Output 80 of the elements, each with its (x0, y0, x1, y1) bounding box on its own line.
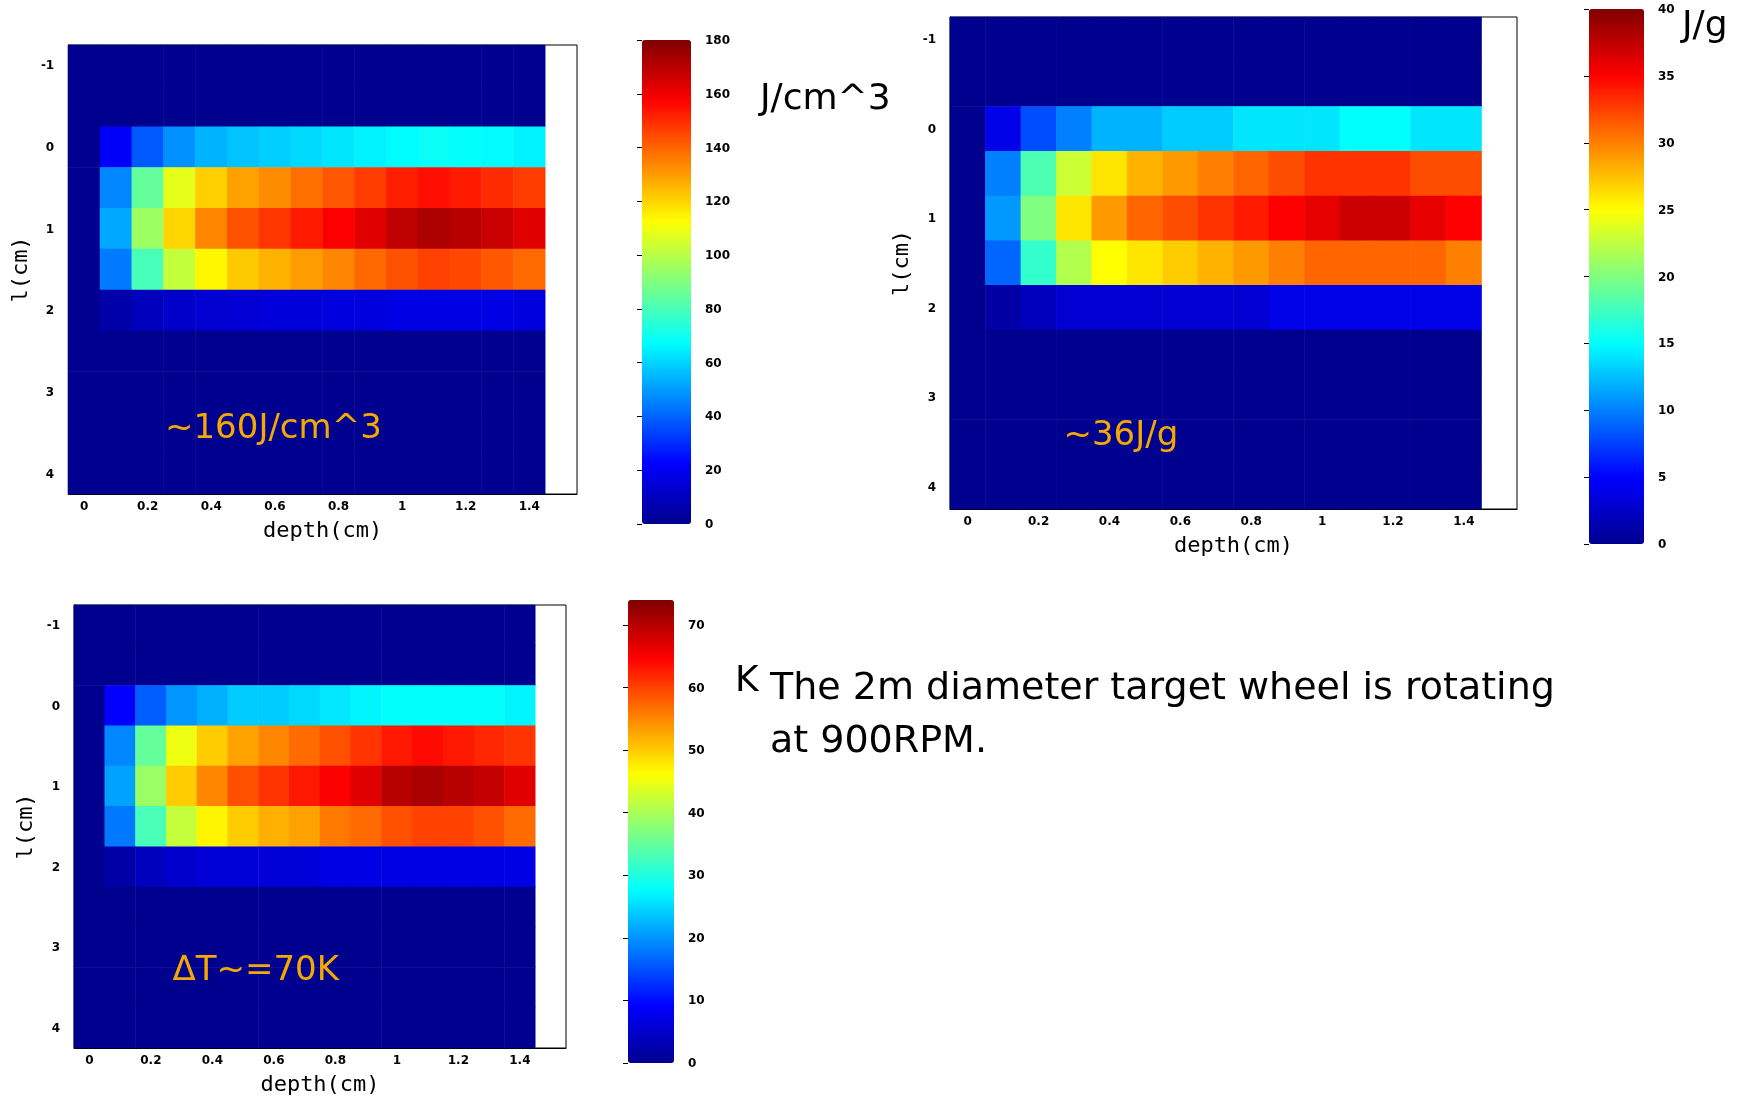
y-tick-label: -1 (922, 32, 936, 47)
color-bar-label: 160 (705, 86, 731, 101)
x-tick-label: 1.4 (518, 499, 540, 513)
x-tick-label: 1 (397, 499, 407, 513)
color-bar-label: 20 (705, 463, 722, 478)
color-bar-label: 20 (688, 930, 705, 945)
y-tick-label: 3 (927, 390, 936, 405)
color-bar-label: 0 (1658, 537, 1667, 551)
x-tick-label: 0 (79, 499, 89, 513)
x-tick-label: 0.4 (1098, 514, 1121, 528)
y-tick-label: 4 (927, 479, 936, 494)
x-tick-label: 0.6 (263, 1053, 285, 1067)
color-bar-label: 50 (688, 743, 705, 758)
y-tick-label: 4 (45, 466, 55, 481)
x-tick-label: 1 (1317, 514, 1327, 528)
x-tick-label: 0.2 (137, 499, 159, 513)
y-tick-label: 4 (51, 1020, 60, 1035)
y-tick-label: 0 (45, 140, 55, 155)
color-bar-label: 60 (705, 355, 722, 370)
y-tick-label: 1 (45, 221, 55, 236)
y-tick-label: 2 (51, 859, 60, 874)
color-bar-label: 100 (705, 248, 731, 263)
color-bar-label: 60 (688, 680, 705, 695)
y-tick-label: 3 (45, 384, 55, 399)
color-bar-label: 80 (705, 301, 722, 316)
x-tick-label: 0.8 (324, 1053, 347, 1067)
text: The 2m diameter target wheel is rotating at 900RPM. (770, 663, 1556, 764)
x-tick-label: 1 (392, 1053, 402, 1067)
color-bar-label: 5 (1658, 470, 1667, 485)
x-tick-label: 1.4 (1453, 514, 1475, 528)
color-bar-label: 10 (688, 993, 705, 1008)
x-tick-label: 0.8 (327, 499, 350, 513)
y-tick-label: -1 (40, 58, 55, 73)
y-tick-label: 0 (927, 121, 936, 136)
color-bar-label: 70 (688, 618, 705, 633)
x-tick-label: 0.8 (1240, 514, 1262, 528)
annotation: ~160J/cm^3 (165, 406, 382, 447)
color-bar-label: 15 (1658, 336, 1675, 351)
y-axis-title: l(cm) (6, 236, 32, 303)
annotation: ~36J/g (1063, 412, 1179, 453)
color-bar-label: 40 (705, 409, 722, 424)
y-tick-label: 1 (51, 779, 60, 794)
y-tick-label: 2 (927, 300, 936, 315)
x-tick-label: 1.2 (455, 499, 477, 513)
y-tick-label: 1 (927, 211, 936, 226)
y-tick-label: -1 (46, 618, 60, 633)
color-bar-title: J/cm^3 (758, 75, 891, 117)
x-tick-label: 0.6 (264, 499, 286, 513)
y-axis-title: l(cm) (12, 793, 38, 860)
color-bar-label: 25 (1658, 202, 1675, 217)
x-tick-label: 0.4 (201, 1053, 224, 1067)
x-axis-title: depth(cm) (260, 1070, 380, 1096)
annotation: ΔT~=70K (172, 947, 341, 988)
x-tick-label: 0.2 (1027, 514, 1050, 528)
color-bar-label: 35 (1658, 68, 1675, 83)
y-tick-label: 2 (45, 303, 55, 318)
y-axis-title: l(cm) (888, 229, 914, 297)
y-tick-label: 3 (51, 940, 60, 955)
color-bar-label: 180 (705, 33, 731, 47)
x-tick-label: 1.2 (1382, 514, 1404, 528)
color-bar-label: 120 (705, 194, 731, 209)
color-bar-title: K (735, 657, 760, 699)
color-bar-label: 20 (1658, 269, 1675, 284)
x-tick-label: 0 (963, 514, 972, 528)
x-tick-label: 0 (85, 1053, 94, 1067)
x-axis-title: depth(cm) (1173, 531, 1294, 557)
x-tick-label: 0.6 (1169, 514, 1191, 528)
color-bar-label: 10 (1658, 403, 1675, 418)
y-tick-label: 0 (51, 698, 60, 713)
x-axis-title: depth(cm) (263, 516, 383, 542)
color-bar-label: 140 (705, 140, 731, 155)
color-bar-label: 30 (1658, 135, 1675, 150)
x-tick-label: 0.2 (140, 1053, 162, 1067)
color-bar-label: 30 (688, 868, 705, 883)
color-bar-label: 40 (1658, 2, 1675, 16)
x-tick-label: 1.2 (447, 1053, 470, 1067)
color-bar-title: J/g (1680, 2, 1728, 44)
color-bar-label: 40 (688, 805, 705, 820)
x-tick-label: 0.4 (200, 499, 222, 513)
x-tick-label: 1.4 (509, 1053, 531, 1067)
